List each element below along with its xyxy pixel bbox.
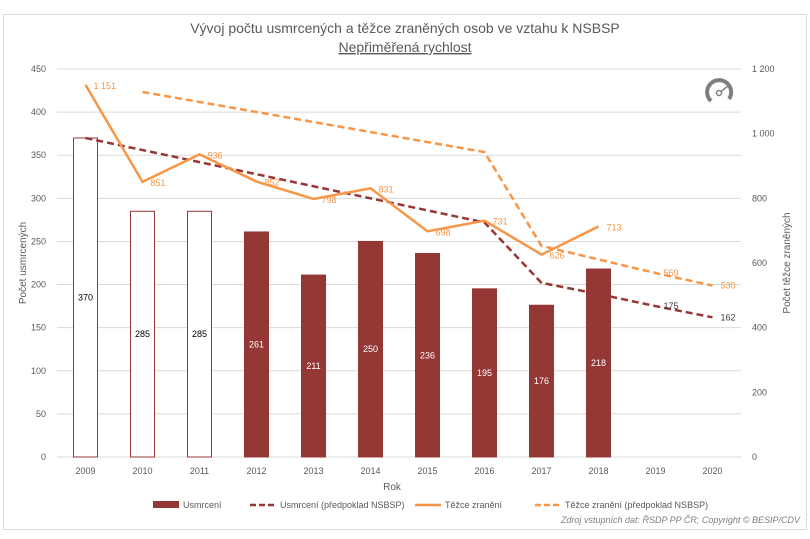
- bar-2018: [586, 268, 611, 458]
- line-data-label: 569: [664, 268, 679, 278]
- x-tick-label: 2009: [75, 466, 95, 476]
- line-data-label: 530: [721, 281, 736, 291]
- x-tick-label: 2010: [132, 466, 152, 476]
- line-data-label: 698: [436, 227, 451, 237]
- y2-tick-label: 600: [752, 258, 767, 268]
- bar-2010: [130, 210, 155, 458]
- x-tick-label: 2017: [531, 466, 551, 476]
- chart-subtitle: Nepřiměřená rychlost: [338, 39, 471, 55]
- x-tick-label: 2015: [417, 466, 437, 476]
- y-tick-label: 0: [41, 452, 46, 462]
- line-data-label: 731: [493, 217, 508, 227]
- bar-2017: [529, 304, 554, 458]
- x-tick-label: 2018: [588, 466, 608, 476]
- y2-tick-label: 800: [752, 193, 767, 203]
- y2-tick-label: 1 200: [752, 64, 775, 74]
- line-usmrceni-predpoklad: [85, 136, 713, 319]
- y2-tick-label: 1 000: [752, 129, 775, 139]
- legend-label: Těžce zranění: [445, 500, 503, 510]
- line-data-label: 851: [151, 178, 166, 188]
- line-data-label: 713: [607, 222, 622, 232]
- y-tick-label: 250: [31, 236, 46, 246]
- y-tick-label: 200: [31, 280, 46, 290]
- x-tick-label: 2014: [360, 466, 380, 476]
- bar-value-label: 218: [591, 358, 606, 368]
- line-data-label: 1 151: [94, 81, 117, 91]
- bar-value-label: 285: [135, 329, 150, 339]
- bar-value-label: 250: [363, 344, 378, 354]
- y-tick-label: 350: [31, 150, 46, 160]
- chart-title: Vývoj počtu usmrcených a těžce zraněných…: [190, 20, 620, 36]
- bar-value-label: 195: [477, 368, 492, 378]
- speedometer-icon: [705, 78, 734, 103]
- y2-tick-label: 200: [752, 387, 767, 397]
- bar-value-label: 236: [420, 350, 435, 360]
- legend-label: Těžce zranění (předpoklad NSBSP): [565, 500, 708, 510]
- legend-swatch-bar: [153, 501, 179, 508]
- line-data-label: 175: [664, 301, 679, 311]
- line-data-label: 798: [322, 195, 337, 205]
- line-data-label: 936: [208, 150, 223, 160]
- bar-2014: [358, 240, 383, 458]
- x-tick-label: 2012: [246, 466, 266, 476]
- bar-2012: [244, 231, 269, 458]
- y-tick-label: 400: [31, 107, 46, 117]
- x-tick-label: 2011: [190, 466, 209, 476]
- y2-axis-label: Počet těžce zraněných: [782, 212, 793, 313]
- x-tick-label: 2013: [303, 466, 323, 476]
- line-data-label: 626: [550, 251, 565, 261]
- y-tick-label: 300: [31, 193, 46, 203]
- chart-frame: [3, 14, 807, 530]
- y-axis-label: Počet usmrcených: [18, 222, 29, 304]
- line-tezce-zraneni: [84, 84, 600, 257]
- line-data-label: 852: [265, 178, 280, 188]
- bar-value-label: 261: [249, 339, 264, 349]
- bar-value-label: 285: [192, 329, 207, 339]
- bar-2009: [73, 137, 98, 458]
- bar-value-label: 176: [534, 376, 549, 386]
- line-data-label: 831: [379, 184, 394, 194]
- bar-value-label: 370: [78, 292, 93, 302]
- line-tezce-zraneni-predpoklad: [142, 90, 713, 287]
- x-tick-label: 2020: [702, 466, 722, 476]
- y2-tick-label: 0: [752, 452, 757, 462]
- bar-2011: [187, 210, 212, 458]
- legend-label: Usmrcení: [183, 500, 222, 510]
- x-axis-label: Rok: [383, 482, 402, 493]
- y-tick-label: 50: [36, 409, 46, 419]
- y-tick-label: 450: [31, 64, 46, 74]
- y-tick-label: 150: [31, 323, 46, 333]
- line-data-label: 162: [721, 312, 736, 322]
- x-tick-label: 2016: [474, 466, 494, 476]
- bar-2013: [301, 274, 326, 458]
- bar-value-label: 211: [306, 361, 320, 371]
- bar-2015: [415, 253, 440, 458]
- y2-tick-label: 400: [752, 323, 767, 333]
- source-note: Zdroj vstupních dat: ŘSDP PP ČR; Copyrig…: [560, 515, 801, 525]
- bar-2016: [472, 288, 497, 458]
- x-tick-label: 2019: [645, 466, 665, 476]
- y-tick-label: 100: [31, 366, 46, 376]
- legend-label: Usmrcení (předpoklad NSBSP): [280, 500, 405, 510]
